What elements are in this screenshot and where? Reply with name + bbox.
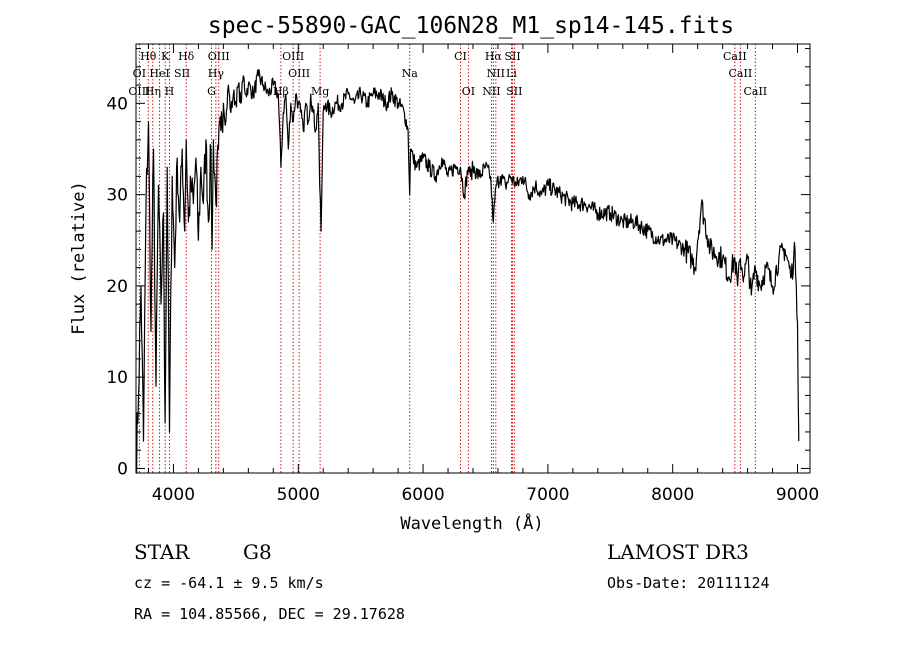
flux-series-line xyxy=(135,69,800,474)
object-class: STAR xyxy=(134,540,190,564)
spectral-line-label: Hγ xyxy=(208,67,225,80)
x-axis-label: Wavelength (Å) xyxy=(400,512,543,534)
y-tick-label: 30 xyxy=(106,186,128,206)
x-tick-label: 9000 xyxy=(776,485,819,505)
spectral-line-label: HeI xyxy=(149,67,169,80)
spectral-line-label: G xyxy=(207,85,216,98)
spectral-line-label: H xyxy=(165,85,175,98)
spectral-line-label: OIII xyxy=(128,85,150,98)
x-axis-ticks: 4000 5000 6000 7000 8000 9000 xyxy=(147,44,819,505)
spectral-line-label: Hθ xyxy=(140,50,157,63)
y-tick-label: 40 xyxy=(106,94,128,114)
x-tick-label: 8000 xyxy=(651,485,694,505)
chart-title: spec-55890-GAC_106N28_M1_sp14-145.fits xyxy=(208,13,734,39)
spectral-line-label: Li xyxy=(506,67,517,80)
survey-name: LAMOST DR3 xyxy=(607,540,749,564)
x-tick-label: 5000 xyxy=(277,485,320,505)
spectral-line-label: OIII xyxy=(208,50,230,63)
coordinates-readout: RA = 104.85566, DEC = 29.17628 xyxy=(134,605,405,623)
plot-frame xyxy=(135,43,811,474)
spectral-line-label: SII xyxy=(504,50,520,63)
spectral-line-label: CaII xyxy=(723,50,747,63)
spectral-line-label: CI xyxy=(454,50,467,63)
y-tick-label: 20 xyxy=(106,277,128,297)
y-tick-label: 0 xyxy=(117,459,128,479)
x-tick-label: 7000 xyxy=(526,485,569,505)
observation-date: Obs-Date: 20111124 xyxy=(607,574,770,592)
spectral-line-label: NII xyxy=(487,67,505,80)
spectral-line-label: Hα xyxy=(485,50,503,63)
object-subclass: G8 xyxy=(243,540,272,564)
x-tick-label: 6000 xyxy=(401,485,444,505)
spectral-line-label: OI xyxy=(462,85,475,98)
spectral-line-label: OIII xyxy=(288,67,310,80)
spectral-line-label: K xyxy=(161,50,170,63)
spectral-line-markers xyxy=(138,44,756,473)
spectral-line-label: CaII xyxy=(729,67,753,80)
y-axis-label: Flux (relative) xyxy=(69,181,89,335)
spectral-line-label: Hη xyxy=(145,85,161,98)
spectral-line-label: OI xyxy=(133,67,146,80)
spectral-line-label: Hδ xyxy=(178,50,195,63)
spectral-line-label: OIII xyxy=(282,50,304,63)
spectral-line-label: CaII xyxy=(743,85,767,98)
redshift-readout: cz = -64.1 ± 9.5 km/s xyxy=(134,574,324,592)
spectral-line-label: Na xyxy=(402,67,419,80)
x-tick-label: 4000 xyxy=(152,485,195,505)
spectral-line-label: NII xyxy=(482,85,500,98)
spectral-line-label: SII xyxy=(506,85,522,98)
y-tick-label: 10 xyxy=(106,368,128,388)
spectral-line-label: SII xyxy=(174,67,190,80)
y-axis-ticks: 0 10 20 30 40 xyxy=(106,48,810,479)
spectral-line-label: Mg xyxy=(311,85,329,98)
